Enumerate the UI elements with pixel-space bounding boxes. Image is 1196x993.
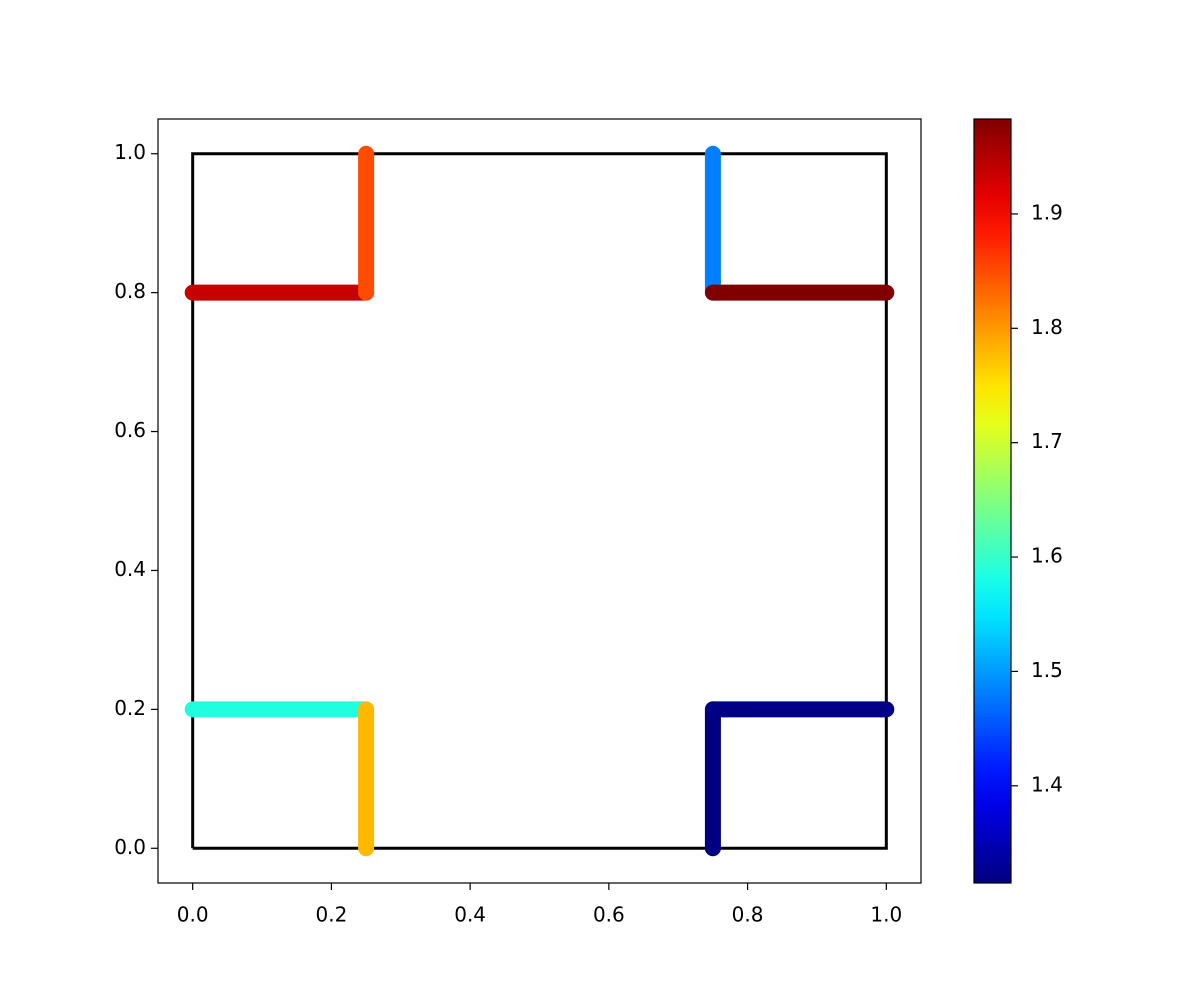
y-tick-label: 0.4 bbox=[114, 557, 146, 581]
colorbar-tick-label: 1.7 bbox=[1031, 429, 1063, 453]
x-tick-label: 0.2 bbox=[316, 903, 348, 927]
x-tick-label: 0.4 bbox=[454, 903, 486, 927]
x-tick-label: 0.0 bbox=[177, 903, 209, 927]
y-tick-label: 0.2 bbox=[114, 696, 146, 720]
y-tick-label: 1.0 bbox=[114, 140, 146, 164]
axes-frame bbox=[157, 118, 922, 884]
y-tick-label: 0.0 bbox=[114, 835, 146, 859]
colorbar-tick-label: 1.4 bbox=[1031, 772, 1063, 796]
colorbar-tick-label: 1.6 bbox=[1031, 544, 1063, 568]
x-tick-label: 1.0 bbox=[870, 903, 902, 927]
x-tick-label: 0.6 bbox=[593, 903, 625, 927]
colorbar-tick-label: 1.8 bbox=[1031, 315, 1063, 339]
y-tick-label: 0.6 bbox=[114, 418, 146, 442]
y-tick-label: 0.8 bbox=[114, 279, 146, 303]
colorbar-tick-label: 1.5 bbox=[1031, 658, 1063, 682]
outline bbox=[191, 152, 888, 850]
colorbar bbox=[973, 118, 1012, 884]
x-tick-label: 0.8 bbox=[732, 903, 764, 927]
colorbar-tick-label: 1.9 bbox=[1031, 200, 1063, 224]
